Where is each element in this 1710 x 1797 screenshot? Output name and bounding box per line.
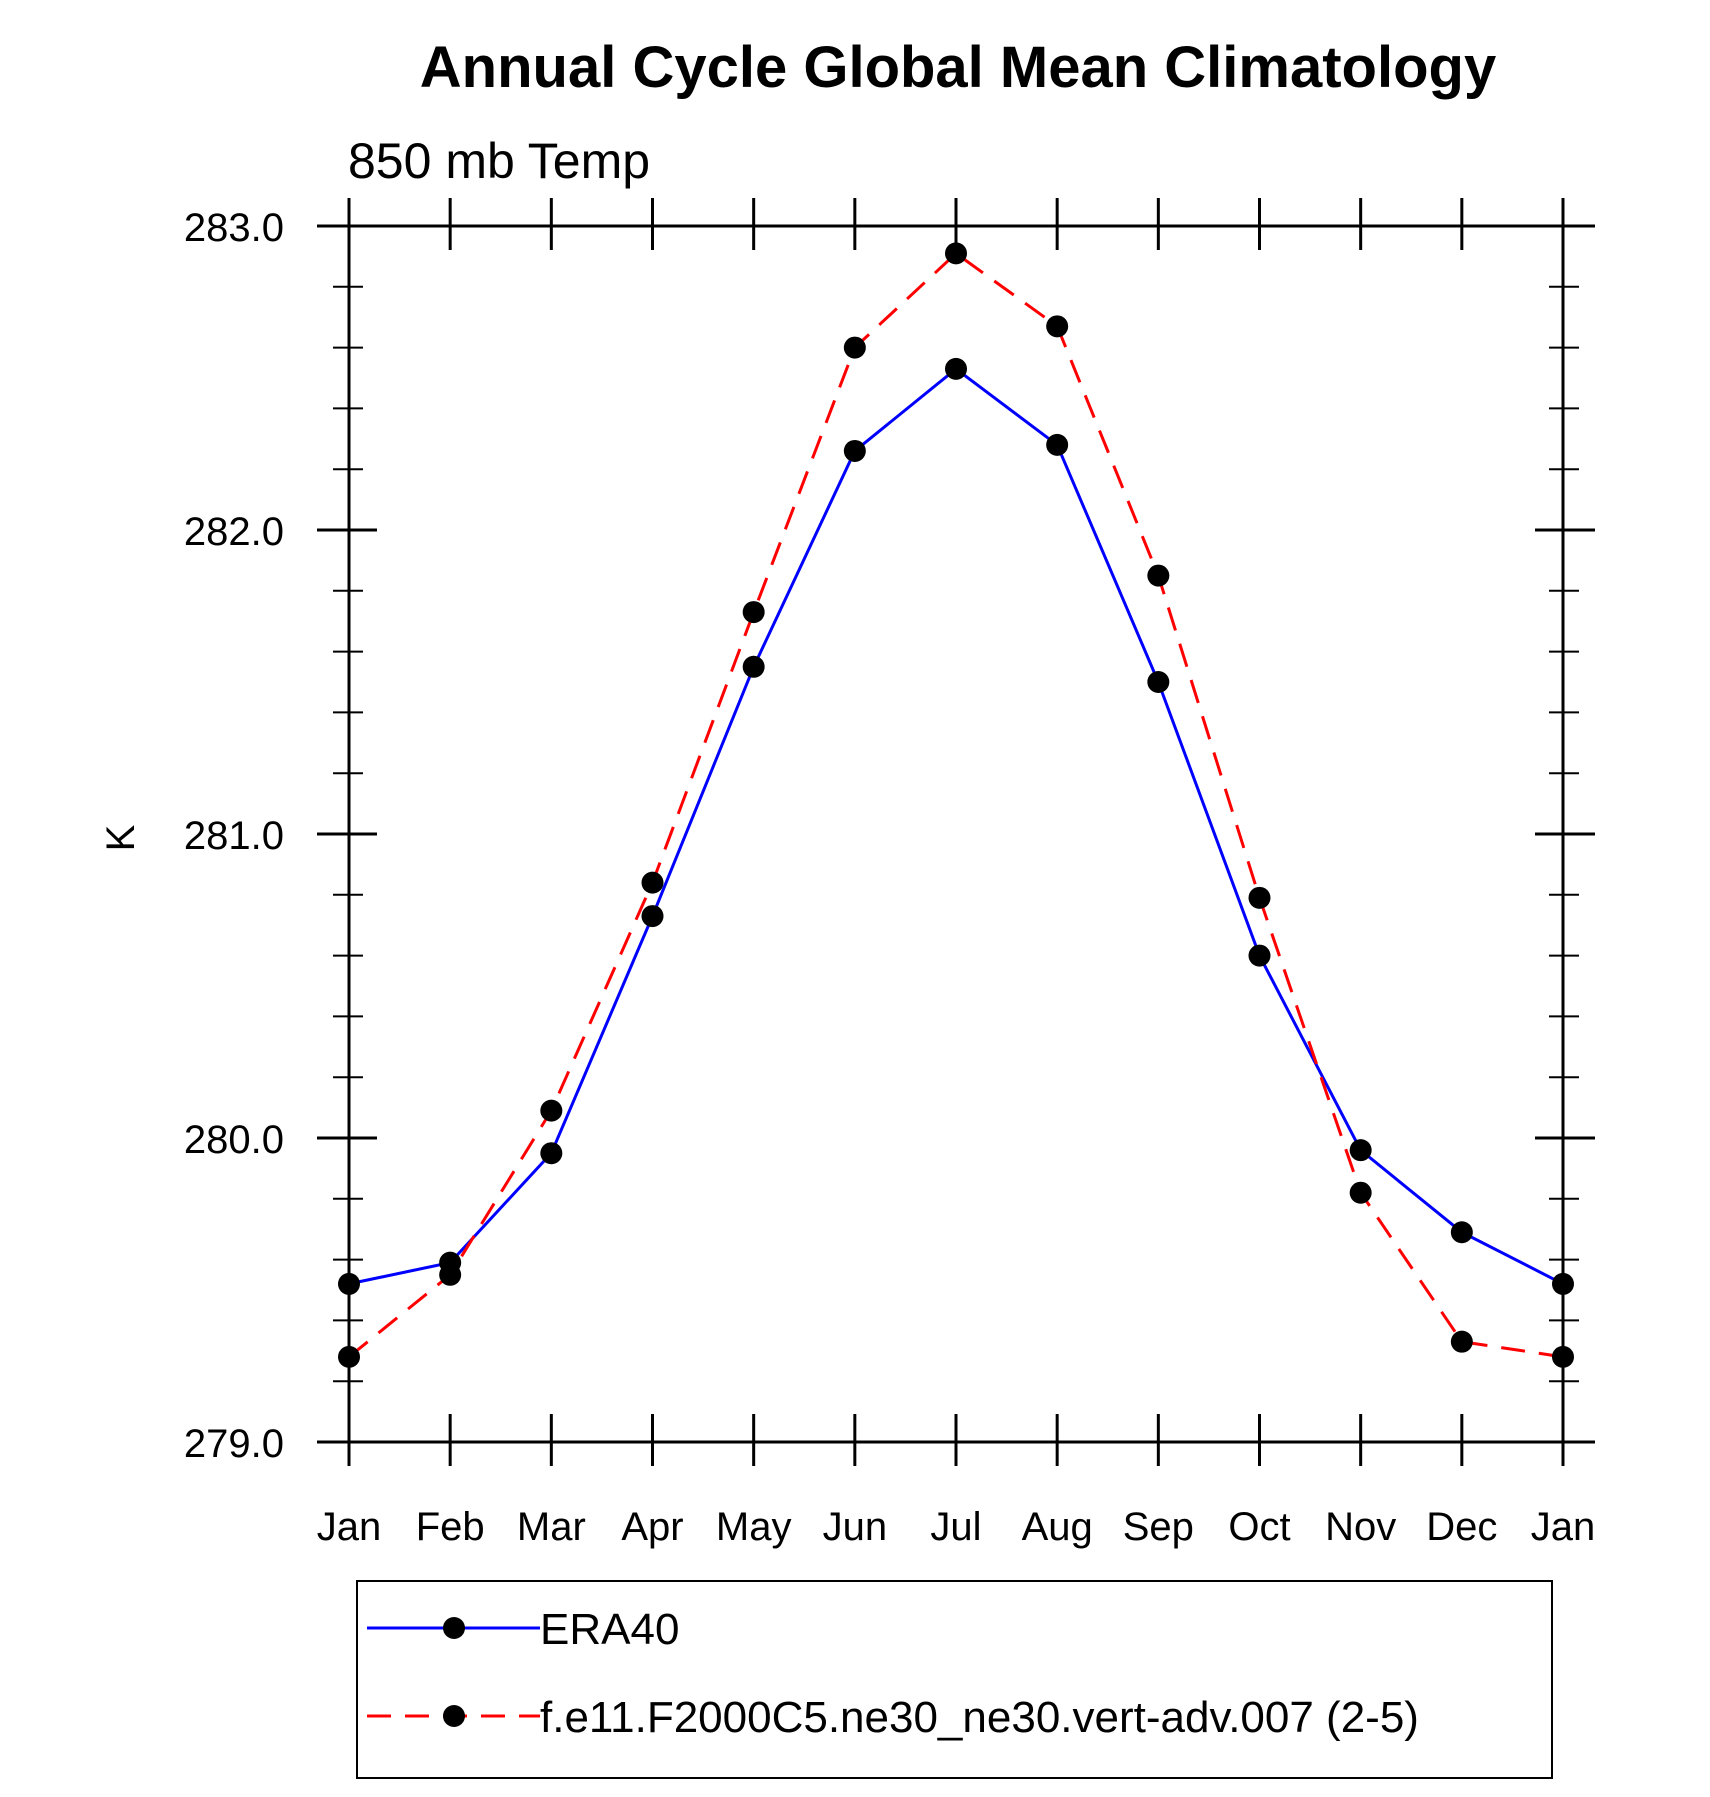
series-1-point [439,1263,462,1286]
y-tick-label: 279.0 [184,1422,284,1466]
x-tick-label: Nov [1325,1505,1396,1549]
series-0-point [338,1272,360,1295]
series-0-point [1349,1139,1372,1162]
series-1-point [1450,1330,1473,1353]
legend-label-era40: ERA40 [540,1605,679,1654]
series-1-point [1046,315,1069,338]
y-tick-label: 283.0 [184,206,284,250]
x-tick-label: Jan [1531,1505,1596,1549]
series-1-point [742,601,765,624]
legend-label-model: f.e11.F2000C5.ne30_ne30.vert-adv.007 (2-… [540,1693,1419,1742]
series-1-point [540,1099,563,1122]
chart-subtitle: 850 mb Temp [348,133,650,189]
y-tick-label: 282.0 [184,510,284,554]
y-tick-label: 280.0 [184,1118,284,1162]
x-tick-label: Mar [517,1505,586,1549]
series-1-point [338,1345,360,1368]
y-tick-label: 281.0 [184,814,284,858]
x-tick-label: Sep [1123,1505,1194,1549]
series-1-point [1248,886,1271,909]
x-tick-label: Aug [1022,1505,1093,1549]
x-tick-label: Oct [1228,1505,1290,1549]
series-layer [338,242,1574,1368]
series-0-point [742,655,765,678]
x-tick-labels: Jan Feb Mar Apr May Jun Jul Aug Sep Oct Nov Dec Jan [317,1505,1596,1549]
series-0-point [945,357,967,380]
y-tick-labels: 279.0 280.0 281.0 282.0 283.0 [184,206,284,1466]
y-axis-label: K [99,824,143,851]
chart-title: Annual Cycle Global Mean Climatology [420,35,1496,100]
axis-ticks [317,198,1595,1466]
legend: ERA40 f.e11.F2000C5.ne30_ne30.vert-adv.0… [356,1580,1553,1779]
x-tick-label: Feb [416,1505,485,1549]
legend-box [356,1580,1553,1779]
series-1-point [945,242,967,265]
series-1-point [641,871,664,894]
series-line-1 [348,251,1564,1359]
series-0-point [843,439,866,462]
x-tick-label: Jul [930,1505,981,1549]
series-line-0 [348,366,1564,1286]
legend-marker-model [443,1705,465,1727]
x-tick-label: Dec [1426,1505,1497,1549]
plot-frame [347,224,1565,1444]
series-0-point [1450,1221,1473,1244]
x-tick-label: Jun [823,1505,888,1549]
series-0-point [1248,944,1271,967]
series-0-point [540,1142,563,1165]
x-tick-label: Apr [621,1505,683,1549]
series-1-point [1147,564,1170,587]
x-tick-label: Jan [317,1505,382,1549]
series-1-point [843,336,866,359]
series-1-point [1349,1181,1372,1204]
series-0-point [1147,671,1170,693]
series-0-point [1552,1272,1574,1295]
series-1-point [1552,1345,1574,1368]
series-0-point [641,905,664,928]
series-0-point [1046,433,1069,456]
x-tick-label: May [716,1505,792,1549]
legend-marker-era40 [443,1617,465,1639]
